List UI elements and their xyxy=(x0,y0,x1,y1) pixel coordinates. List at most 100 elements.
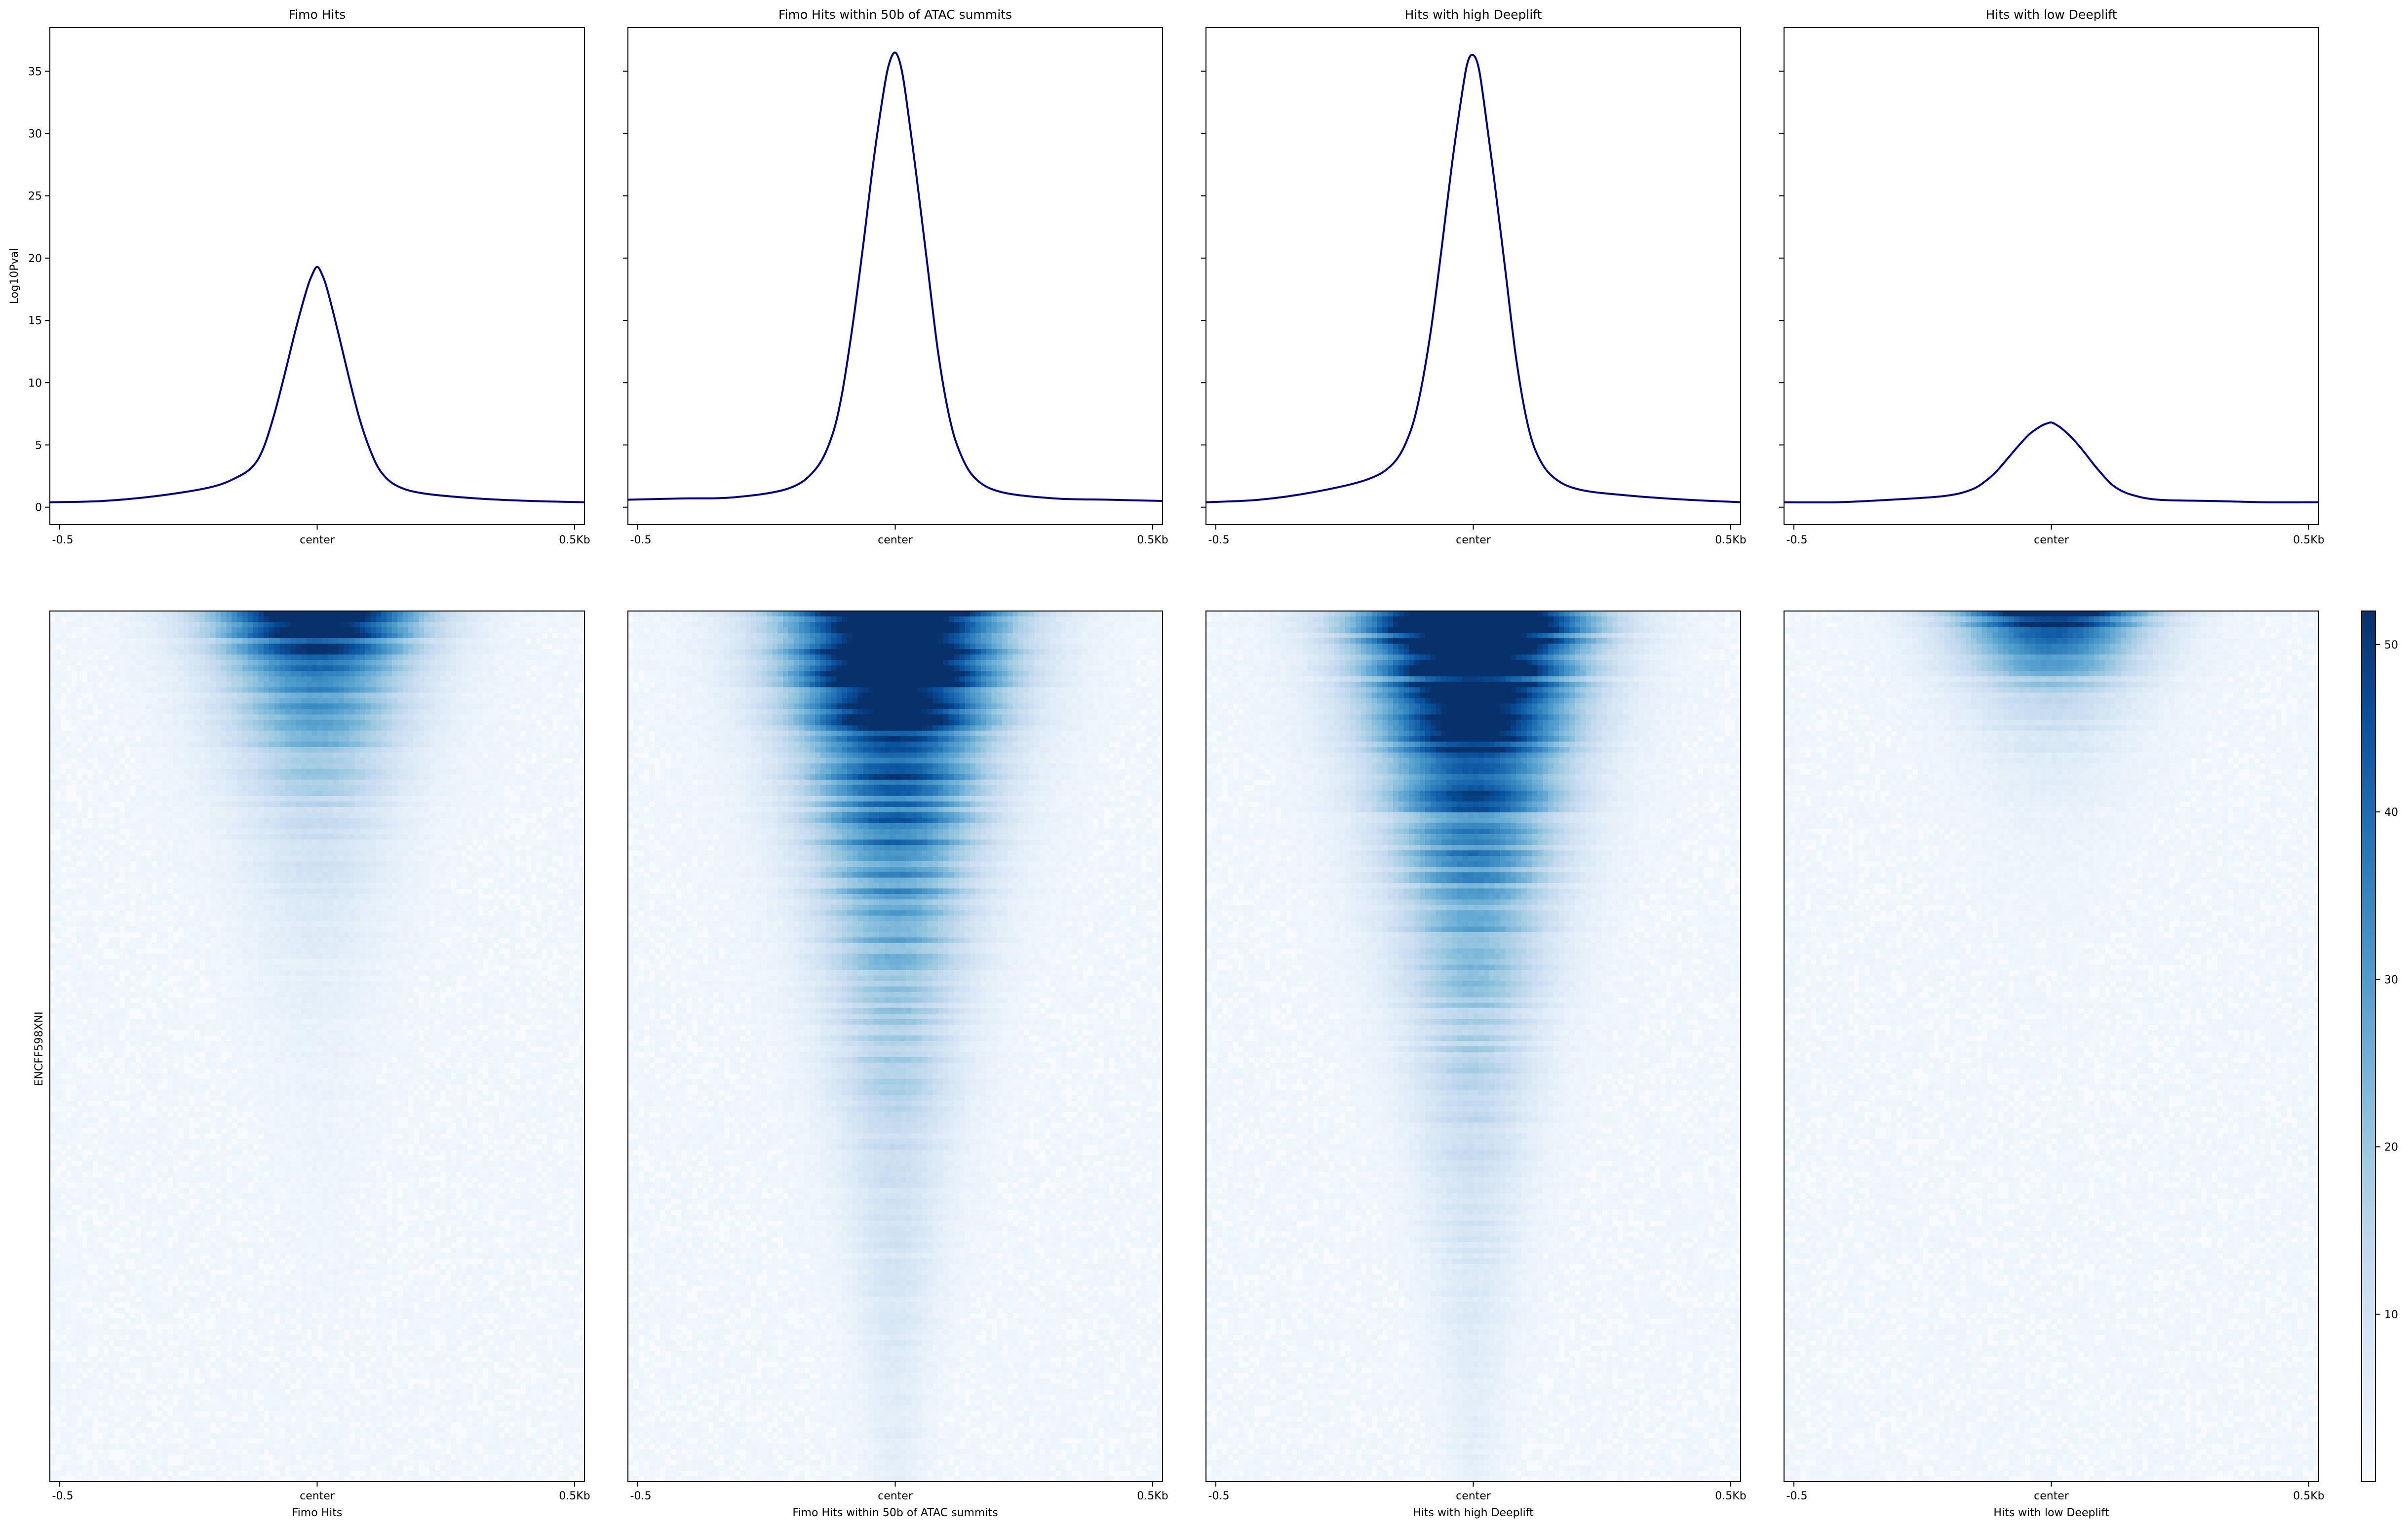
heatmap-cell xyxy=(98,638,103,644)
heatmap-cell xyxy=(451,633,456,639)
heatmap-cell xyxy=(285,703,291,709)
heatmap-cell xyxy=(210,644,216,650)
heatmap-cell xyxy=(339,644,344,650)
heatmap-cell xyxy=(296,682,301,688)
heatmap-cell xyxy=(440,654,446,660)
heatmap-cell xyxy=(477,611,483,617)
heatmap-cell xyxy=(569,665,574,671)
heatmap-cell xyxy=(483,687,488,693)
heatmap-cell xyxy=(371,665,376,671)
heatmap-cell xyxy=(285,622,291,628)
heatmap-cell xyxy=(371,627,376,633)
heatmap-cell xyxy=(178,654,184,660)
heatmap-cell xyxy=(184,654,189,660)
heatmap-cell xyxy=(403,692,408,698)
heatmap-cell xyxy=(403,611,408,617)
heatmap-cell xyxy=(477,654,483,660)
heatmap-cell xyxy=(248,622,253,628)
heatmap-cell xyxy=(344,682,350,688)
heatmap-cell xyxy=(77,671,82,677)
heatmap-cell xyxy=(253,611,259,617)
heatmap-cell xyxy=(344,627,350,633)
heatmap-cell xyxy=(477,622,483,628)
heatmap-cell xyxy=(472,665,478,671)
heatmap-cell xyxy=(301,698,307,704)
heatmap-cell xyxy=(456,682,462,688)
heatmap-cell xyxy=(237,622,242,628)
heatmap-cell xyxy=(242,687,248,693)
heatmap-cell xyxy=(445,627,451,633)
heatmap-cell xyxy=(216,627,221,633)
heatmap-cell xyxy=(184,665,189,671)
heatmap-cell xyxy=(499,665,505,671)
heatmap-cell xyxy=(264,682,269,688)
heatmap-cell xyxy=(333,616,339,622)
heatmap-cell xyxy=(162,611,167,617)
heatmap-cell xyxy=(130,627,135,633)
heatmap-cell xyxy=(66,644,71,650)
heatmap-cell xyxy=(515,616,520,622)
heatmap-cell xyxy=(456,644,462,650)
heatmap-cell xyxy=(462,633,467,639)
heatmap-cell xyxy=(435,622,440,628)
heatmap-cell xyxy=(365,676,371,682)
heatmap-cell xyxy=(552,692,558,698)
heatmap-cell xyxy=(93,644,98,650)
heatmap-cell xyxy=(339,660,344,666)
heatmap-cell xyxy=(205,665,210,671)
heatmap-cell xyxy=(505,638,510,644)
heatmap-cell xyxy=(354,687,360,693)
heatmap-cell xyxy=(381,633,387,639)
heatmap-cell xyxy=(574,692,579,698)
heatmap-cell xyxy=(429,682,435,688)
heatmap-cell xyxy=(264,649,269,655)
heatmap-cell xyxy=(505,682,510,688)
heatmap-cell xyxy=(87,633,93,639)
heatmap-cell xyxy=(184,692,189,698)
heatmap-cell xyxy=(488,649,494,655)
heatmap-cell xyxy=(542,665,547,671)
heatmap-cell xyxy=(66,698,71,704)
heatmap-cell xyxy=(408,622,414,628)
heatmap-cell xyxy=(505,654,510,660)
heatmap-cell xyxy=(563,687,569,693)
heatmap-cell xyxy=(317,660,323,666)
heatmap-cell xyxy=(344,622,350,628)
heatmap-cell xyxy=(505,649,510,655)
heatmap-cell xyxy=(82,622,87,628)
heatmap-cell xyxy=(542,692,547,698)
heatmap-cell xyxy=(456,676,462,682)
heatmap-cell xyxy=(563,627,569,633)
heatmap-cell xyxy=(547,638,552,644)
heatmap-cell xyxy=(98,616,103,622)
heatmap-cell xyxy=(55,622,61,628)
heatmap-cell xyxy=(167,644,173,650)
heatmap-cell xyxy=(387,649,392,655)
heatmap-cell xyxy=(141,682,146,688)
heatmap-cell xyxy=(87,703,93,709)
heatmap-cell xyxy=(579,622,584,628)
heatmap-cell xyxy=(93,687,98,693)
heatmap-cell xyxy=(210,633,216,639)
heatmap-cell xyxy=(488,616,494,622)
heatmap-cell xyxy=(408,665,414,671)
heatmap-cell xyxy=(392,665,397,671)
heatmap-cell xyxy=(467,622,472,628)
heatmap-cell xyxy=(333,682,339,688)
heatmap-cell xyxy=(537,611,542,617)
heatmap-cell xyxy=(505,660,510,666)
heatmap-cell xyxy=(552,671,558,677)
heatmap-cell xyxy=(194,638,199,644)
heatmap-cell xyxy=(322,682,328,688)
heatmap-cell xyxy=(563,622,569,628)
heatmap-cell xyxy=(50,692,55,698)
heatmap-cell xyxy=(194,654,199,660)
heatmap-cell xyxy=(242,703,248,709)
heatmap-cell xyxy=(71,649,77,655)
heatmap-cell xyxy=(141,611,146,617)
heatmap-cell xyxy=(216,644,221,650)
heatmap-cell xyxy=(344,616,350,622)
heatmap-cell xyxy=(387,660,392,666)
heatmap-cell xyxy=(381,676,387,682)
heatmap-cell xyxy=(333,649,339,655)
